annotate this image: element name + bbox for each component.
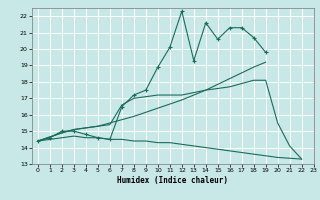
X-axis label: Humidex (Indice chaleur): Humidex (Indice chaleur) [117, 176, 228, 185]
